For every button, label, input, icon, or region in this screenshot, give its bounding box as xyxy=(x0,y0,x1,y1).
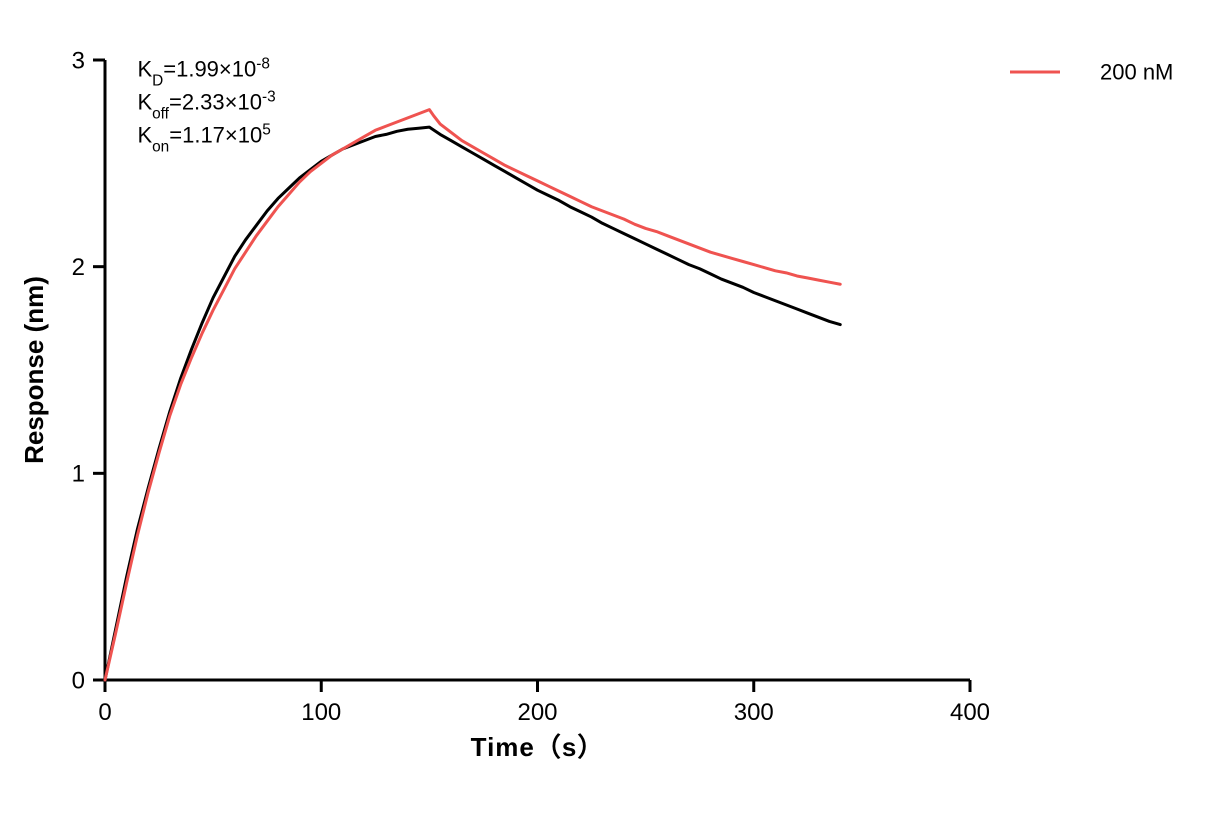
binding-kinetics-chart: 0 100 200 300 400 0 1 2 3 Time（s） Response (nm) 200… xyxy=(0,0,1219,825)
y-tick-label: 0 xyxy=(72,667,85,694)
y-axis-label: Response (nm) xyxy=(19,276,49,464)
y-tick-label: 1 xyxy=(72,461,85,488)
x-tick-label: 200 xyxy=(517,699,557,726)
x-axis-label: Time（s） xyxy=(471,732,605,762)
x-tick-label: 0 xyxy=(98,699,111,726)
x-tick-label: 300 xyxy=(734,699,774,726)
y-tick-label: 3 xyxy=(72,47,85,74)
x-tick-label: 100 xyxy=(301,699,341,726)
legend-label: 200 nM xyxy=(1100,60,1173,85)
chart-container: 0 100 200 300 400 0 1 2 3 Time（s） Response (nm) 200… xyxy=(0,0,1219,825)
x-tick-label: 400 xyxy=(950,699,990,726)
y-tick-label: 2 xyxy=(72,254,85,281)
